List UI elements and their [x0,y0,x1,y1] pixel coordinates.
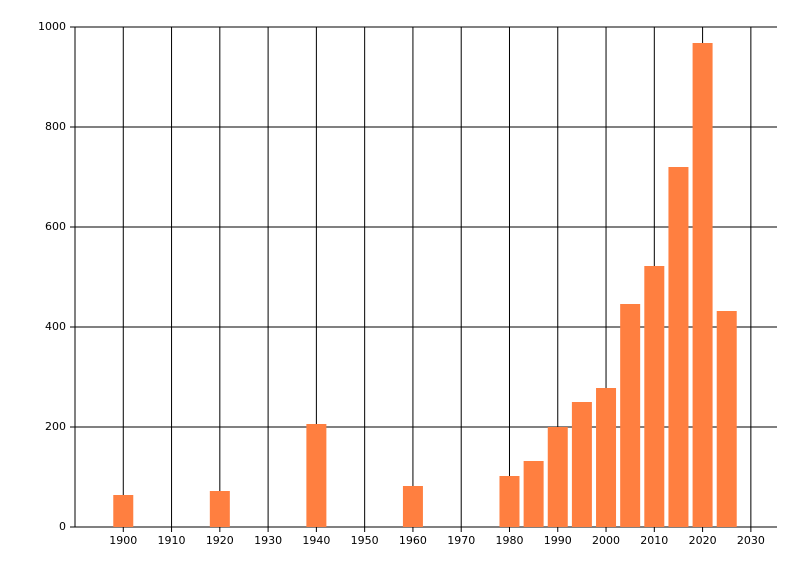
x-tick-label: 1990 [544,534,572,547]
x-tick-label: 2000 [592,534,620,547]
x-tick-label: 1910 [158,534,186,547]
y-tick-label: 400 [45,320,66,333]
bar [523,461,544,527]
x-tick-label: 1940 [302,534,330,547]
bar [644,266,665,527]
x-tick-label: 1900 [109,534,137,547]
x-tick-label: 1920 [206,534,234,547]
y-tick-label: 1000 [38,20,66,33]
bar [692,43,713,527]
bar [499,476,520,527]
bar [620,304,641,527]
bar [547,427,568,527]
x-tick-label: 2020 [689,534,717,547]
y-tick-label: 0 [59,520,66,533]
bar [402,486,423,527]
x-tick-label: 2010 [640,534,668,547]
y-tick-label: 800 [45,120,66,133]
bar [668,167,689,527]
bar [209,491,230,527]
x-tick-label: 2030 [737,534,765,547]
bar [306,424,327,527]
y-tick-label: 600 [45,220,66,233]
x-tick-label: 1980 [495,534,523,547]
bar [571,402,592,527]
y-tick-label: 200 [45,420,66,433]
x-tick-label: 1960 [399,534,427,547]
bar [596,388,617,527]
bar [113,495,134,527]
x-tick-label: 1930 [254,534,282,547]
bar [716,311,737,527]
x-tick-label: 1970 [447,534,475,547]
x-tick-label: 1950 [351,534,379,547]
